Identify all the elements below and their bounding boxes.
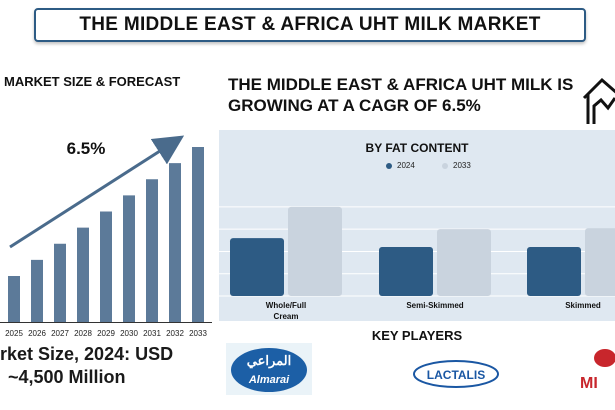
growth-arrow-icon [9,135,185,249]
almarai-arabic-text: المراعي [247,353,291,369]
forecast-tick-label: 2029 [97,329,115,338]
milco-text: MI [580,375,598,391]
fat-category-label: Semi-Skimmed [406,301,463,310]
title-box: THE MIDDLE EAST & AFRICA UHT MILK MARKET [34,8,586,42]
legend-item-2033: 2033 [442,161,471,170]
cagr-heading: THE MIDDLE EAST & AFRICA UHT MILK IS GRO… [228,75,574,115]
almarai-text: Almarai [248,374,290,386]
forecast-tick-label: 2030 [120,329,138,338]
fat-category-label: Skimmed [565,301,601,310]
legend-label: 2033 [453,161,471,170]
milco-logo[interactable]: MI [580,346,615,391]
forecast-bar [123,195,135,322]
fat-bar-2024 [230,238,284,296]
fat-category-label: Cream [274,312,299,321]
legend-item-2024: 2024 [386,161,415,170]
forecast-bar [8,276,20,322]
market-size-line1: rket Size, 2024: USD [0,344,174,364]
title-bar: THE MIDDLE EAST & AFRICA UHT MILK MARKET [0,0,615,46]
forecast-tick-label: 2027 [51,329,69,338]
key-players-heading: KEY PLAYERS [371,328,463,343]
forecast-bar [54,243,66,322]
fat-bar-2024 [527,247,581,296]
forecast-tick-label: 2025 [5,329,23,338]
page-title: THE MIDDLE EAST & AFRICA UHT MILK MARKET [79,14,541,35]
forecast-bar [169,163,181,322]
forecast-tick-label: 2028 [74,329,92,338]
forecast-tick-label: 2032 [166,329,184,338]
market-size-text: rket Size, 2024: USD ~4,500 Million [0,343,173,389]
fat-bar-2033 [585,228,615,296]
fat-bar-2033 [437,229,491,296]
forecast-tick-label: 2033 [189,329,207,338]
market-size-heading-text: MARKET SIZE & FORECAST [4,74,181,89]
cagr-annotation: 6.5% [67,139,106,158]
forecast-bar [192,147,204,322]
fat-bar-2033 [288,206,342,296]
fat-content-chart: Whole/Full Cream Semi-Skimmed Skimmed [219,206,615,321]
forecast-bar [77,227,89,322]
legend-label: 2024 [397,161,415,170]
market-size-line2: ~4,500 Million [8,367,126,387]
legend-swatch [442,162,448,169]
lactalis-text: LACTALIS [427,368,485,382]
forecast-bar [31,259,43,322]
forecast-tick-label: 2031 [143,329,161,338]
fat-bar-2024 [379,247,433,296]
forecast-bar [146,179,158,322]
forecast-bar-chart: 2025 2026 2027 2028 2029 2030 2031 2032 2033 6.5… [0,135,212,338]
forecast-bar [100,211,112,322]
lactalis-logo[interactable]: LACTALIS [413,359,499,389]
house-chart-icon [582,77,615,124]
market-size-heading: MARKET SIZE & FORECAST [4,74,180,89]
almarai-logo[interactable]: المراعي Almarai [226,343,312,395]
fat-category-label: Whole/Full [266,301,306,310]
legend-swatch [386,162,392,169]
forecast-tick-label: 2026 [28,329,46,338]
fat-content-title: BY FAT CONTENT [365,141,469,155]
